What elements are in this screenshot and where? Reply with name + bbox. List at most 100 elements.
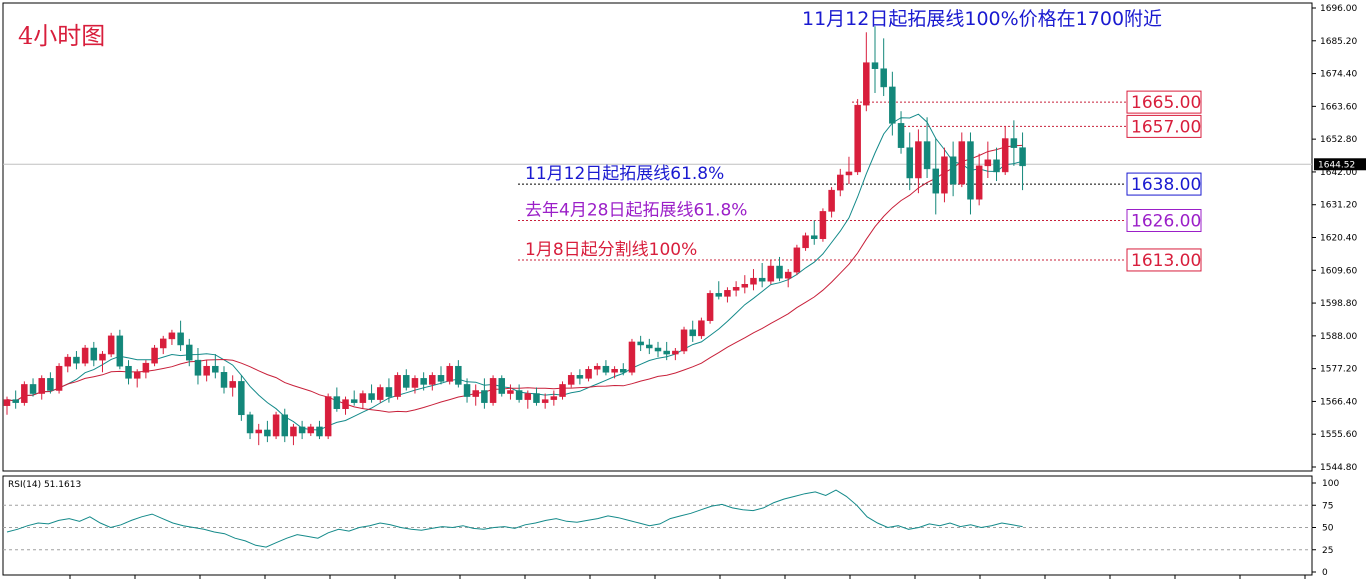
candle — [828, 187, 835, 218]
candle-body — [654, 347, 662, 352]
candle-body — [784, 271, 792, 279]
candle — [159, 335, 167, 355]
candle — [350, 390, 358, 406]
level-annotation: 11月12日起拓展线61.8% — [525, 164, 724, 184]
candle-body — [437, 375, 445, 382]
candle-body — [29, 384, 37, 394]
candle-body — [802, 235, 809, 249]
candle-body — [628, 341, 636, 373]
rsi-level-label: 25 — [1322, 546, 1333, 556]
candle — [290, 423, 297, 446]
candle-body — [767, 265, 775, 282]
candle-body — [828, 189, 835, 212]
chart-frame — [2, 2, 1313, 576]
candle — [611, 366, 618, 379]
candle — [246, 411, 254, 440]
level-label-box — [1126, 209, 1202, 232]
candles — [3, 26, 1026, 446]
resistance-label-box — [1126, 90, 1202, 114]
resistance-label: 1657.00 — [1131, 117, 1201, 137]
candle — [845, 156, 853, 185]
candle-body — [559, 384, 566, 397]
candle-body — [993, 159, 1000, 173]
candle-body — [186, 344, 193, 361]
candle — [107, 332, 115, 358]
candle — [871, 26, 879, 93]
candle-body — [932, 168, 940, 194]
candle — [732, 281, 740, 297]
candle-body — [376, 387, 384, 400]
candle — [793, 244, 801, 276]
candle — [567, 372, 575, 388]
candle-body — [880, 68, 887, 88]
candle — [923, 117, 931, 178]
price-tick-label: 1685.20 — [1320, 37, 1357, 47]
candle — [38, 375, 45, 400]
candle — [281, 408, 289, 443]
candle — [21, 381, 28, 406]
level-label: 1613.00 — [1131, 251, 1201, 271]
candle-body — [663, 350, 670, 355]
candle — [333, 387, 341, 412]
candle — [689, 320, 696, 342]
candle-body — [620, 369, 627, 373]
candle — [324, 393, 332, 440]
candle-body — [941, 156, 948, 194]
candle-body — [307, 426, 315, 434]
candle — [429, 372, 436, 391]
candle — [498, 375, 506, 397]
candle-body — [1010, 138, 1018, 148]
rsi-level-label: 75 — [1322, 501, 1333, 511]
candle — [90, 341, 98, 367]
candle-body — [429, 375, 436, 385]
level-label-box — [1126, 172, 1202, 196]
price-tick-label: 1577.20 — [1320, 365, 1357, 375]
candle — [715, 281, 723, 300]
candle-body — [949, 156, 957, 185]
candle-body — [680, 329, 688, 352]
candle-body — [550, 396, 558, 400]
candle-body — [255, 429, 262, 434]
candle — [993, 147, 1000, 182]
candle-body — [229, 381, 236, 388]
rsi-panel: 100 75 50 25 0 RSI(14) 51.1613 — [3, 479, 1339, 578]
candle-body — [55, 365, 63, 391]
candle-body — [394, 375, 401, 397]
candle-body — [819, 211, 827, 239]
price-tick-label: 1642.00 — [1320, 168, 1357, 178]
level-annotation: 1月8日起分割线100% — [525, 240, 697, 260]
candle — [533, 387, 540, 406]
candle-body — [411, 378, 419, 388]
candle — [758, 263, 766, 288]
candle-body — [446, 365, 453, 382]
rsi-label: RSI(14) 51.1613 — [8, 480, 81, 490]
candle — [255, 423, 262, 446]
current-price-marker — [1314, 158, 1366, 171]
price-tick-label: 1620.40 — [1320, 234, 1357, 244]
candle — [854, 99, 861, 175]
candle — [863, 32, 870, 112]
candle — [446, 363, 453, 385]
candle-body — [793, 247, 801, 273]
candle — [238, 375, 245, 421]
price-tick-label: 1696.00 — [1320, 4, 1357, 14]
candle — [376, 384, 384, 403]
candle — [1010, 120, 1018, 166]
candle — [975, 153, 983, 206]
candle-body — [837, 174, 844, 191]
candle — [420, 372, 427, 391]
candle — [984, 141, 992, 178]
candle-body — [481, 390, 488, 403]
candle — [628, 338, 636, 376]
level-label-box — [1126, 248, 1202, 272]
candle — [576, 369, 584, 385]
candle-body — [125, 365, 132, 379]
price-tick-label: 1609.60 — [1320, 266, 1357, 276]
candle-body — [73, 356, 80, 364]
candle — [142, 360, 150, 379]
candle — [880, 38, 887, 97]
candle — [593, 363, 601, 376]
candle — [411, 375, 419, 394]
candle — [1019, 132, 1026, 191]
